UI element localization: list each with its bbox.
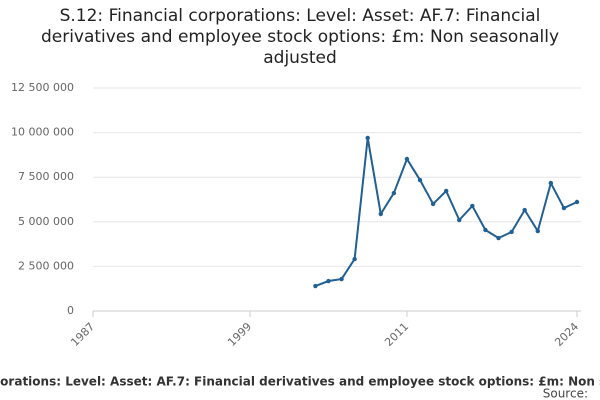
x-tick-label: 1999	[225, 320, 254, 349]
point	[326, 278, 331, 284]
chart-title: S.12: Financial corporations: Level: Ass…	[40, 6, 560, 68]
point	[535, 228, 540, 234]
point	[561, 205, 567, 211]
y-tick-label: 5 000 000	[18, 215, 74, 228]
point	[365, 135, 370, 141]
point	[378, 211, 383, 217]
x-tick-label: 2011	[382, 320, 411, 349]
point	[522, 207, 527, 213]
y-tick-label: 10 000 000	[11, 126, 74, 139]
x-tick-label: 2024	[552, 320, 581, 349]
point	[457, 217, 462, 223]
y-tick-label: 0	[67, 304, 74, 317]
point	[352, 256, 357, 262]
point	[391, 190, 397, 196]
point	[574, 199, 580, 205]
y-tick-label: 7 500 000	[18, 170, 74, 183]
y-tick-label: 2 500 000	[18, 259, 74, 272]
point	[483, 227, 488, 233]
point	[404, 156, 410, 162]
point	[548, 180, 554, 186]
point	[430, 201, 436, 207]
y-tick-label: 12 500 000	[11, 81, 74, 94]
point	[339, 276, 344, 282]
point	[496, 235, 501, 241]
point	[443, 188, 449, 194]
x-tick-label: 1987	[68, 320, 97, 349]
point	[313, 283, 318, 289]
footer-title: S.12: Financial corporations: Level: Ass…	[0, 375, 600, 389]
line	[315, 137, 578, 287]
point	[417, 177, 423, 183]
point	[509, 229, 514, 235]
source-label: Source:	[543, 387, 588, 400]
point	[470, 203, 475, 209]
